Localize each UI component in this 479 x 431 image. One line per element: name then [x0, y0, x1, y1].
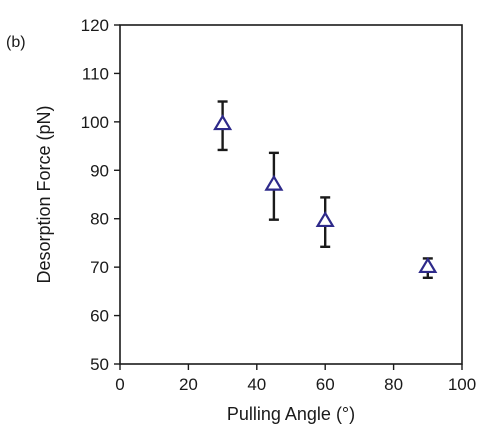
- y-axis-title: Desorption Force (pN): [34, 105, 54, 283]
- data-point-marker: [315, 210, 335, 228]
- x-tick-label: 60: [316, 375, 335, 394]
- x-axis-title: Pulling Angle (°): [227, 404, 355, 424]
- y-tick-label: 100: [81, 113, 109, 132]
- y-tick-label: 110: [82, 64, 109, 83]
- data-point-marker: [264, 174, 284, 191]
- x-tick-label: 100: [448, 375, 476, 394]
- y-tick-label: 50: [90, 355, 109, 374]
- y-tick-label: 90: [90, 161, 109, 180]
- data-point-marker: [418, 256, 438, 274]
- y-tick-label: 120: [81, 16, 109, 35]
- x-tick-label: 40: [247, 375, 266, 394]
- panel-label: (b): [6, 34, 26, 51]
- data-markers: [213, 114, 438, 274]
- y-tick-label: 60: [90, 307, 109, 326]
- error-bars: [217, 100, 433, 279]
- y-tick-label: 80: [90, 210, 109, 229]
- y-tick-label: 70: [90, 258, 109, 277]
- plot-frame: [119, 24, 463, 365]
- x-tick-label: 0: [115, 375, 124, 394]
- x-tick-label: 80: [384, 375, 403, 394]
- data-point-marker: [213, 114, 233, 131]
- axis-ticks: 0 20 40 60 80 100 50 60 70 80 90 100 110 120: [81, 16, 477, 394]
- x-tick-label: 20: [179, 375, 198, 394]
